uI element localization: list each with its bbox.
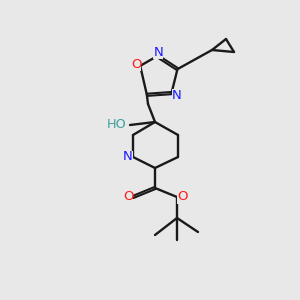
Text: O: O [123, 190, 133, 203]
Text: O: O [177, 190, 187, 203]
Text: O: O [131, 58, 141, 71]
Text: N: N [123, 151, 133, 164]
Text: HO: HO [107, 118, 127, 130]
Text: N: N [153, 46, 163, 59]
Text: N: N [172, 88, 182, 102]
